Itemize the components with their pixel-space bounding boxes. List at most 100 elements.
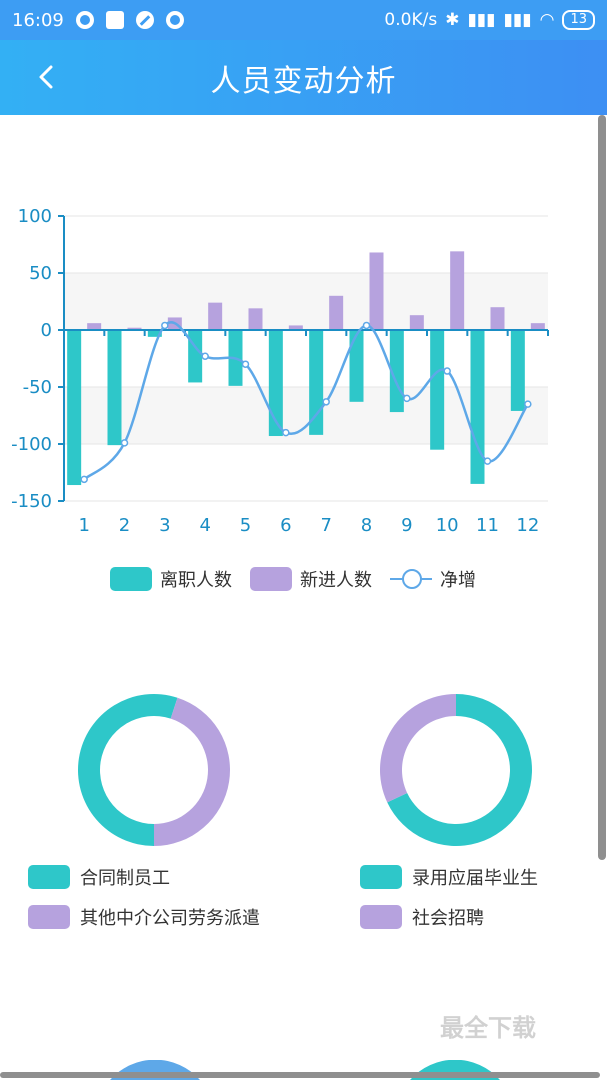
x-tick-label: 3 xyxy=(159,515,170,536)
battery-icon: 13 xyxy=(562,10,595,30)
notification-icon xyxy=(75,11,94,29)
donut-slice[interactable] xyxy=(78,694,178,846)
y-tick-label: -100 xyxy=(11,434,52,455)
legend-item-new-hires[interactable]: 新进人数 xyxy=(250,566,372,592)
donut-slice[interactable] xyxy=(387,694,532,846)
block-icon xyxy=(135,11,154,29)
chart-legend: 离职人数 新进人数 净增 xyxy=(110,566,476,592)
bar-new-hires xyxy=(127,327,142,330)
legend-swatch-resigned xyxy=(110,567,152,591)
bar-resigned xyxy=(349,330,364,402)
x-tick-label: 4 xyxy=(199,515,210,536)
donut-slice[interactable] xyxy=(154,697,230,846)
bar-resigned xyxy=(430,330,445,450)
legend-label-agency-dispatch: 其他中介公司劳务派遣 xyxy=(80,908,260,929)
legend-label-resigned: 离职人数 xyxy=(160,570,232,591)
y-tick-label: 100 xyxy=(18,206,52,227)
net-growth-point xyxy=(241,360,250,368)
legend-item-agency-dispatch[interactable]: 其他中介公司劳务派遣 xyxy=(28,904,260,930)
bar-resigned xyxy=(147,330,162,337)
legend-label-contract-staff: 合同制员工 xyxy=(80,868,170,889)
net-growth-point xyxy=(282,428,290,437)
legend-item-net-growth[interactable]: 净增 xyxy=(390,566,476,592)
net-growth-point xyxy=(403,394,411,403)
contract-type-donut-chart xyxy=(78,694,230,846)
grid-band xyxy=(64,273,548,330)
net-growth-point xyxy=(483,457,492,465)
y-tick-label: 50 xyxy=(29,263,52,284)
signal-icon: ▮▮▮ xyxy=(467,10,496,30)
bar-new-hires xyxy=(490,307,505,330)
bar-resigned xyxy=(188,330,203,383)
net-growth-point xyxy=(322,398,330,406)
legend-label-social-recruitment: 社会招聘 xyxy=(412,908,484,929)
bar-new-hires xyxy=(450,251,465,330)
recruitment-source-donut-chart xyxy=(380,694,532,846)
net-growth-point xyxy=(161,321,169,330)
net-growth-point xyxy=(201,352,209,360)
app-header: 人员变动分析 xyxy=(0,40,607,115)
legend-swatch-contract-staff xyxy=(28,865,70,889)
y-tick-label: -150 xyxy=(11,491,52,512)
net-growth-point xyxy=(80,475,88,484)
y-tick-label: 0 xyxy=(41,320,52,341)
bar-resigned xyxy=(510,330,525,411)
x-tick-label: 7 xyxy=(320,515,331,536)
chevron-left-icon[interactable] xyxy=(34,64,60,90)
bar-resigned xyxy=(470,330,485,484)
vertical-scrollbar[interactable] xyxy=(598,115,606,860)
status-bar: 16:09 0.0K/s ✱ ▮▮▮ ▮▮▮ ◠ 13 xyxy=(0,0,607,40)
x-tick-label: 10 xyxy=(436,515,459,536)
x-tick-label: 12 xyxy=(516,515,539,536)
donut-slice[interactable] xyxy=(380,694,456,803)
legend-item-contract-staff[interactable]: 合同制员工 xyxy=(28,864,260,890)
bar-new-hires xyxy=(288,325,303,330)
net-growth-point xyxy=(362,321,371,330)
bar-new-hires xyxy=(208,302,223,330)
x-tick-label: 5 xyxy=(240,515,251,536)
legend-label-net-growth: 净增 xyxy=(440,570,476,591)
status-time: 16:09 xyxy=(12,9,64,31)
watermark-logo: 最全下载 xyxy=(440,1014,536,1042)
legend-swatch-net-growth xyxy=(390,567,432,591)
legend-label-new-hires: 新进人数 xyxy=(300,570,372,591)
x-tick-label: 8 xyxy=(361,515,372,536)
y-tick-label: -50 xyxy=(23,377,52,398)
net-growth-point xyxy=(443,367,451,375)
status-right: 0.0K/s ✱ ▮▮▮ ▮▮▮ ◠ 13 xyxy=(384,10,595,30)
legend-item-social-recruitment[interactable]: 社会招聘 xyxy=(360,904,538,930)
bluetooth-icon: ✱ xyxy=(445,10,460,30)
signal-icon-2: ▮▮▮ xyxy=(503,10,532,30)
x-tick-label: 9 xyxy=(401,515,412,536)
app-notification-icon xyxy=(105,11,124,29)
x-tick-label: 11 xyxy=(476,515,499,536)
bar-resigned xyxy=(107,330,122,446)
legend-swatch-graduates xyxy=(360,865,402,889)
bar-new-hires xyxy=(369,252,384,330)
net-growth-line xyxy=(83,321,529,481)
legend-item-resigned[interactable]: 离职人数 xyxy=(110,566,232,592)
legend-item-graduates[interactable]: 录用应届毕业生 xyxy=(360,864,538,890)
legend-swatch-new-hires xyxy=(250,567,292,591)
x-tick-label: 6 xyxy=(280,515,291,536)
bar-resigned xyxy=(67,330,82,486)
bar-new-hires xyxy=(87,323,102,330)
x-tick-label: 1 xyxy=(78,515,89,536)
wifi-icon: ◠ xyxy=(539,10,555,30)
bar-new-hires xyxy=(248,308,263,330)
bar-new-hires xyxy=(409,315,424,330)
contract-type-legend: 合同制员工 其他中介公司劳务派遣 xyxy=(28,864,260,930)
page-title: 人员变动分析 xyxy=(210,63,397,99)
x-tick-label: 2 xyxy=(119,515,130,536)
legend-swatch-agency-dispatch xyxy=(28,905,70,929)
horizontal-scrollbar[interactable] xyxy=(0,1072,600,1078)
net-growth-point xyxy=(524,400,532,408)
network-speed: 0.0K/s xyxy=(384,10,438,30)
legend-swatch-social-recruitment xyxy=(360,905,402,929)
bar-new-hires xyxy=(530,323,545,330)
recruitment-source-legend: 录用应届毕业生 社会招聘 xyxy=(360,864,538,930)
legend-label-graduates: 录用应届毕业生 xyxy=(412,868,538,889)
notification-icon-2 xyxy=(165,11,184,29)
net-growth-point xyxy=(120,439,129,447)
